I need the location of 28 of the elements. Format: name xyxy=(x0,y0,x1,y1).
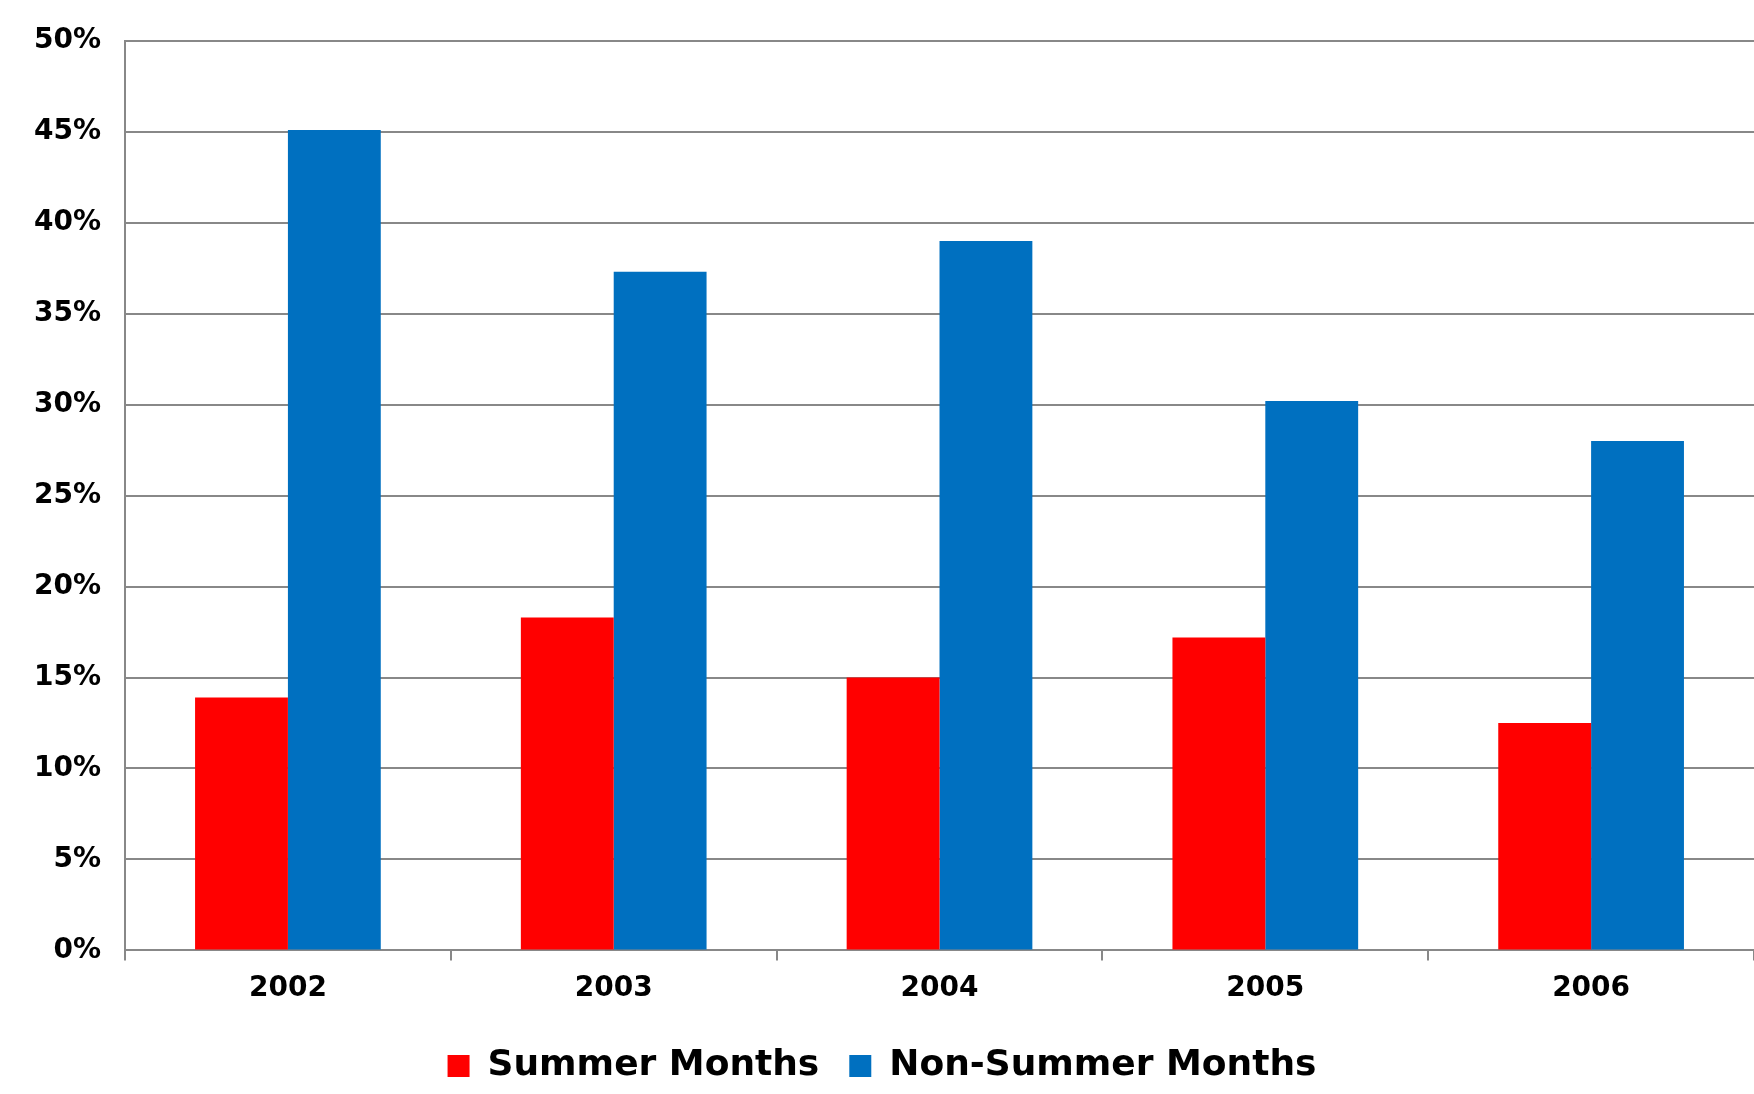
y-tick-label: 10% xyxy=(33,749,102,783)
x-tick-label: 2002 xyxy=(248,970,327,1004)
y-tick-label: 30% xyxy=(33,385,102,419)
bar xyxy=(1591,441,1684,950)
y-tick-label: 5% xyxy=(53,840,102,874)
legend-label: Non-Summer Months xyxy=(889,1042,1317,1084)
legend-label: Summer Months xyxy=(487,1042,820,1084)
x-tick-label: 2004 xyxy=(900,970,979,1004)
y-tick-label: 40% xyxy=(33,204,102,237)
y-tick-label: 25% xyxy=(33,476,102,510)
bar xyxy=(1172,637,1266,950)
x-tick-label: 2005 xyxy=(1226,970,1305,1004)
bar xyxy=(287,129,381,950)
bar xyxy=(939,240,1033,950)
y-tick-label: 50% xyxy=(33,22,102,56)
bar xyxy=(195,697,288,950)
bar xyxy=(613,271,707,950)
y-tick-label: 20% xyxy=(33,567,102,601)
y-tick-label: 15% xyxy=(33,658,102,692)
bar xyxy=(846,677,940,950)
bar xyxy=(1498,723,1592,950)
x-tick-label: 2003 xyxy=(574,970,653,1004)
x-tick-label: 2006 xyxy=(1552,970,1631,1004)
y-tick-label: 45% xyxy=(33,113,102,147)
bar xyxy=(1265,401,1359,950)
bar xyxy=(520,617,614,950)
y-tick-label: 35% xyxy=(33,294,102,328)
y-tick-label: 0% xyxy=(53,931,102,965)
